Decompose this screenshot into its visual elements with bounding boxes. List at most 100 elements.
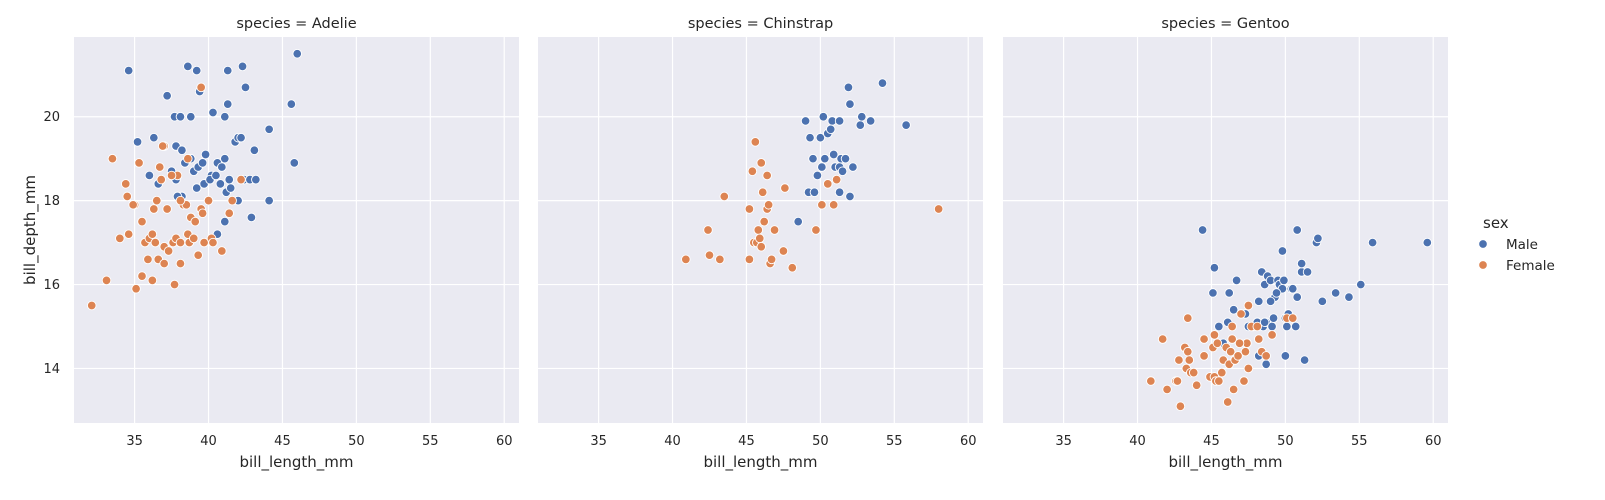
data-point <box>1209 263 1220 273</box>
data-point <box>1254 296 1264 307</box>
data-point <box>137 216 147 227</box>
data-point <box>828 149 839 160</box>
data-point <box>834 187 845 197</box>
data-point <box>132 137 143 147</box>
series-female <box>1146 300 1298 411</box>
data-point <box>1277 246 1288 256</box>
legend-title: sex <box>1483 214 1509 232</box>
x-tick-label: 35 <box>590 434 607 449</box>
data-point <box>236 174 246 185</box>
data-point <box>1367 237 1378 248</box>
legend-marker <box>1478 260 1488 270</box>
legend-label: Male <box>1506 237 1538 253</box>
data-point <box>1265 296 1276 307</box>
y-tick-label: 16 <box>43 278 60 293</box>
facet-panel: 35 40 45 50 55 60 14 16 18 20 bill_depth_mm bill_le… <box>21 16 519 472</box>
facet-title: species = Gentoo <box>1161 16 1289 32</box>
data-point <box>152 195 162 206</box>
data-point <box>865 116 876 126</box>
data-point <box>808 153 818 164</box>
data-point <box>753 225 764 235</box>
data-point <box>208 237 218 248</box>
data-point <box>840 153 851 164</box>
data-point <box>163 246 174 256</box>
data-point <box>1212 338 1223 349</box>
data-point <box>1279 275 1289 286</box>
data-point <box>183 61 193 72</box>
data-point <box>805 132 815 143</box>
data-point <box>240 82 251 93</box>
data-point <box>1208 288 1218 298</box>
x-tick-label: 55 <box>1351 434 1368 449</box>
facet-panel: 35 40 45 50 55 60 bill_length_mm species = Gent… <box>1003 16 1448 472</box>
data-point <box>1422 237 1433 248</box>
data-point <box>1296 258 1307 269</box>
data-point <box>123 65 134 76</box>
data-point <box>134 158 144 168</box>
data-point <box>1292 225 1302 235</box>
data-point <box>150 237 161 248</box>
data-point <box>857 111 867 122</box>
data-point <box>845 99 855 109</box>
data-point <box>1252 321 1263 332</box>
x-tick-label: 40 <box>664 434 681 449</box>
data-point <box>196 82 206 93</box>
data-point <box>1302 267 1313 277</box>
data-point <box>843 82 854 93</box>
plot-background <box>74 37 519 423</box>
data-point <box>237 61 248 72</box>
x-tick-label: 45 <box>274 434 291 449</box>
x-tick-label: 35 <box>126 434 143 449</box>
data-point <box>1267 330 1277 340</box>
data-point <box>1183 313 1193 323</box>
data-point <box>800 116 811 126</box>
data-point <box>1175 401 1186 411</box>
legend-label: Female <box>1506 258 1555 274</box>
data-point <box>166 170 177 181</box>
data-point <box>149 204 159 214</box>
data-point <box>1183 346 1193 357</box>
x-tick-label: 45 <box>738 434 755 449</box>
data-point <box>200 149 211 160</box>
data-point <box>1299 355 1310 365</box>
data-point <box>817 200 827 210</box>
data-point <box>1313 233 1323 244</box>
data-point <box>186 111 196 122</box>
series-male <box>793 78 911 227</box>
data-point <box>223 65 233 76</box>
data-point <box>131 283 141 294</box>
data-point <box>175 258 186 269</box>
data-point <box>292 49 302 59</box>
data-point <box>747 166 758 177</box>
data-point <box>189 233 199 244</box>
data-point <box>750 137 761 147</box>
data-point <box>933 204 944 214</box>
data-point <box>1243 363 1254 374</box>
x-tick-label: 35 <box>1055 434 1072 449</box>
facet-panel: 35 40 45 50 55 60 bill_length_mm species = Chin… <box>538 16 983 472</box>
data-point <box>831 174 842 185</box>
data-point <box>817 162 827 172</box>
x-tick-label: 60 <box>496 434 513 449</box>
data-point <box>177 145 187 156</box>
data-point <box>1288 283 1298 294</box>
x-axis-label: bill_length_mm <box>1168 453 1282 472</box>
data-point <box>820 153 830 164</box>
data-point <box>787 263 798 273</box>
data-point <box>703 225 713 235</box>
series-female <box>86 82 246 311</box>
data-point <box>1292 292 1302 302</box>
data-point <box>197 158 208 168</box>
data-point <box>225 183 236 193</box>
data-point <box>227 195 237 206</box>
data-point <box>169 279 180 290</box>
data-point <box>834 116 845 126</box>
data-point <box>848 162 858 172</box>
data-point <box>1239 376 1249 386</box>
data-point <box>120 179 131 189</box>
data-point <box>744 204 755 214</box>
data-point <box>704 250 715 260</box>
data-point <box>236 132 246 143</box>
data-point <box>107 153 118 164</box>
data-point <box>289 158 300 168</box>
